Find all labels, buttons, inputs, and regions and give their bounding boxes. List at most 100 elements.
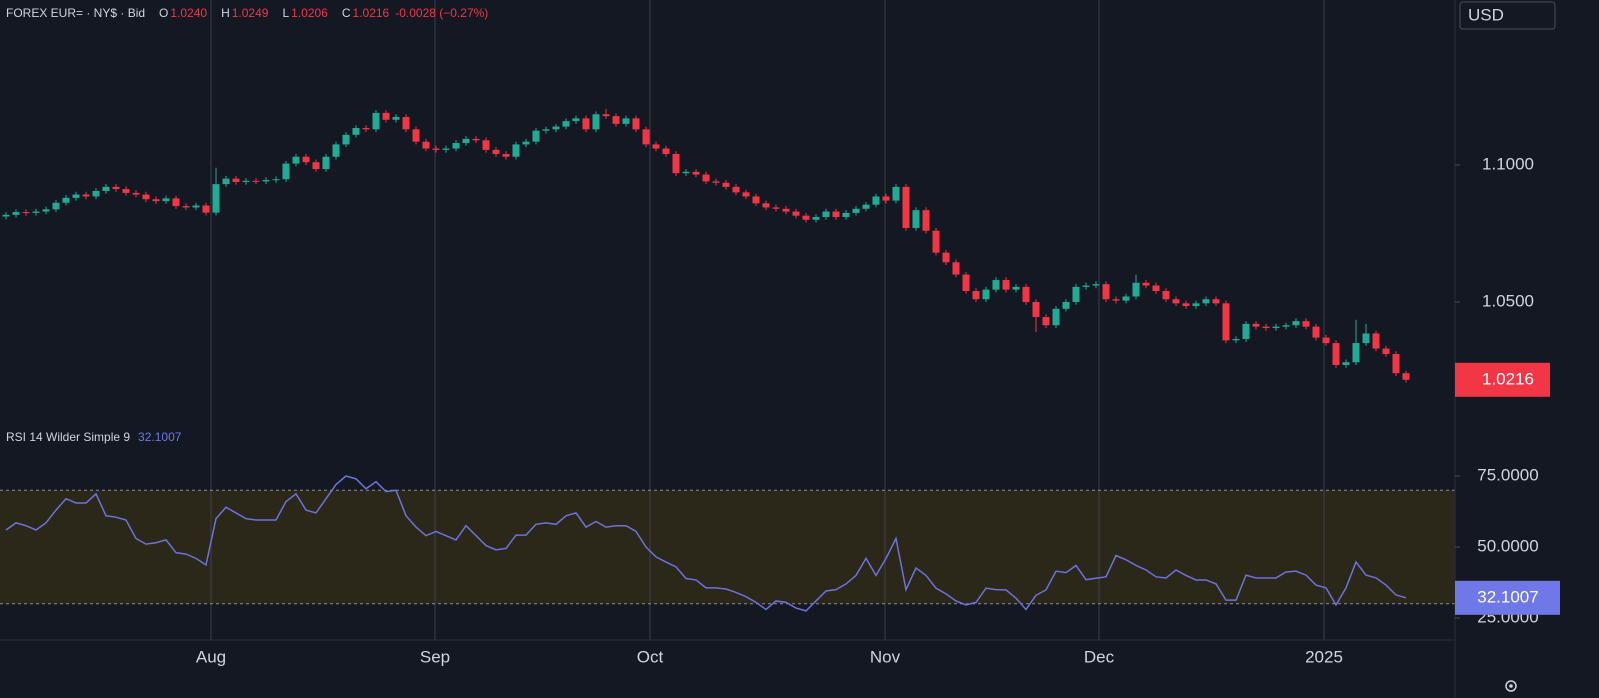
candle-body — [1152, 285, 1160, 292]
candle-body — [202, 205, 210, 213]
candle-body — [272, 179, 280, 181]
candle-body — [1202, 299, 1210, 304]
candle-body — [862, 204, 870, 209]
candle-body — [422, 141, 430, 149]
settings-icon-dot — [1509, 684, 1513, 688]
candle-body — [162, 198, 170, 202]
candle-body — [1242, 323, 1250, 339]
candle-body — [1322, 337, 1330, 344]
candle-body — [62, 197, 70, 203]
candle-body — [992, 280, 1000, 290]
candle-body — [732, 186, 740, 193]
candle-body — [842, 212, 850, 218]
candle-body — [1012, 286, 1020, 290]
candle-body — [742, 192, 750, 197]
candle-body — [52, 202, 60, 210]
candle-body — [452, 143, 460, 149]
x-tick-label: Oct — [637, 647, 664, 666]
y-tick-label: 1.0500 — [1482, 291, 1534, 310]
candle-body — [792, 211, 800, 216]
candle-body — [1212, 299, 1220, 304]
last-price-box — [1455, 362, 1550, 397]
candle-body — [1332, 343, 1340, 365]
candle-body — [32, 211, 40, 213]
candle-body — [892, 186, 900, 201]
candle-body — [832, 211, 840, 218]
y-tick-label: 50.0000 — [1477, 536, 1538, 555]
candle-body — [1232, 338, 1240, 341]
candle-body — [292, 156, 300, 164]
candle-body — [952, 262, 960, 275]
candle-body — [722, 182, 730, 187]
candle-body — [532, 130, 540, 142]
rsi-value-label: 32.1007 — [1477, 587, 1538, 606]
candle-body — [1182, 303, 1190, 307]
candle-body — [262, 180, 270, 182]
candle-body — [1052, 308, 1060, 326]
candle-body — [442, 148, 450, 150]
candle-body — [122, 189, 130, 193]
candle-body — [502, 153, 510, 157]
candle-body — [752, 196, 760, 204]
candle-body — [1072, 286, 1080, 302]
candle-body — [382, 112, 390, 120]
ohlc-value: 1.0206 — [291, 6, 328, 20]
candle-body — [762, 203, 770, 208]
candle-body — [1382, 348, 1390, 355]
candle-body — [392, 117, 400, 120]
candle-body — [462, 138, 470, 144]
candle-body — [902, 186, 910, 228]
currency-box[interactable] — [1459, 1, 1556, 30]
candle-body — [1272, 326, 1280, 328]
candle-body — [1032, 301, 1040, 318]
candle-body — [332, 144, 340, 157]
candle-body — [22, 212, 30, 214]
ohlc-key: C — [342, 6, 351, 20]
candle-body — [822, 211, 830, 218]
symbol-title: FOREX EUR= · NY$ · Bid — [6, 6, 145, 20]
candle-body — [1402, 373, 1410, 380]
candle-body — [152, 199, 160, 202]
candle-body — [582, 118, 590, 130]
candle-body — [362, 127, 370, 130]
x-tick-label: Aug — [196, 647, 226, 666]
candle-body — [562, 121, 570, 127]
candle-body — [1162, 291, 1170, 300]
candle-body — [482, 140, 490, 150]
ohlc-key: H — [221, 6, 230, 20]
ohlc-value: 1.0216 — [353, 6, 390, 20]
x-tick-label: 2025 — [1305, 647, 1343, 666]
candle-body — [1122, 296, 1130, 301]
currency[interactable]: USD — [1468, 5, 1504, 24]
candle-body — [282, 163, 290, 180]
candle-body — [342, 134, 350, 145]
candle-body — [802, 215, 810, 220]
candle-body — [472, 138, 480, 141]
settings-icon[interactable] — [1505, 680, 1517, 692]
candle-body — [1022, 286, 1030, 302]
candle-body — [682, 171, 690, 174]
symbol-legend: FOREX EUR= · NY$ · Bid O 1.0240 H 1.0249 L 1.0… — [6, 6, 488, 20]
candle-body — [592, 114, 600, 130]
candle-body — [1112, 299, 1120, 301]
candle-body — [1372, 333, 1380, 349]
candle-body — [1292, 321, 1300, 326]
candle-body — [132, 192, 140, 195]
candle-body — [212, 184, 220, 213]
candle-body — [372, 112, 380, 130]
rsi-band — [0, 490, 1455, 604]
candle-body — [432, 148, 440, 150]
candle-body — [972, 291, 980, 300]
candle-body — [612, 116, 620, 124]
candle-body — [1312, 326, 1320, 338]
candle-body — [712, 181, 720, 183]
candle-body — [1102, 284, 1110, 300]
candle-body — [312, 162, 320, 170]
candle-body — [402, 117, 410, 130]
candle-body — [102, 186, 110, 191]
candle-body — [522, 141, 530, 145]
candle-body — [192, 205, 200, 208]
x-tick-label: Dec — [1084, 647, 1115, 666]
candle-body — [12, 212, 20, 215]
